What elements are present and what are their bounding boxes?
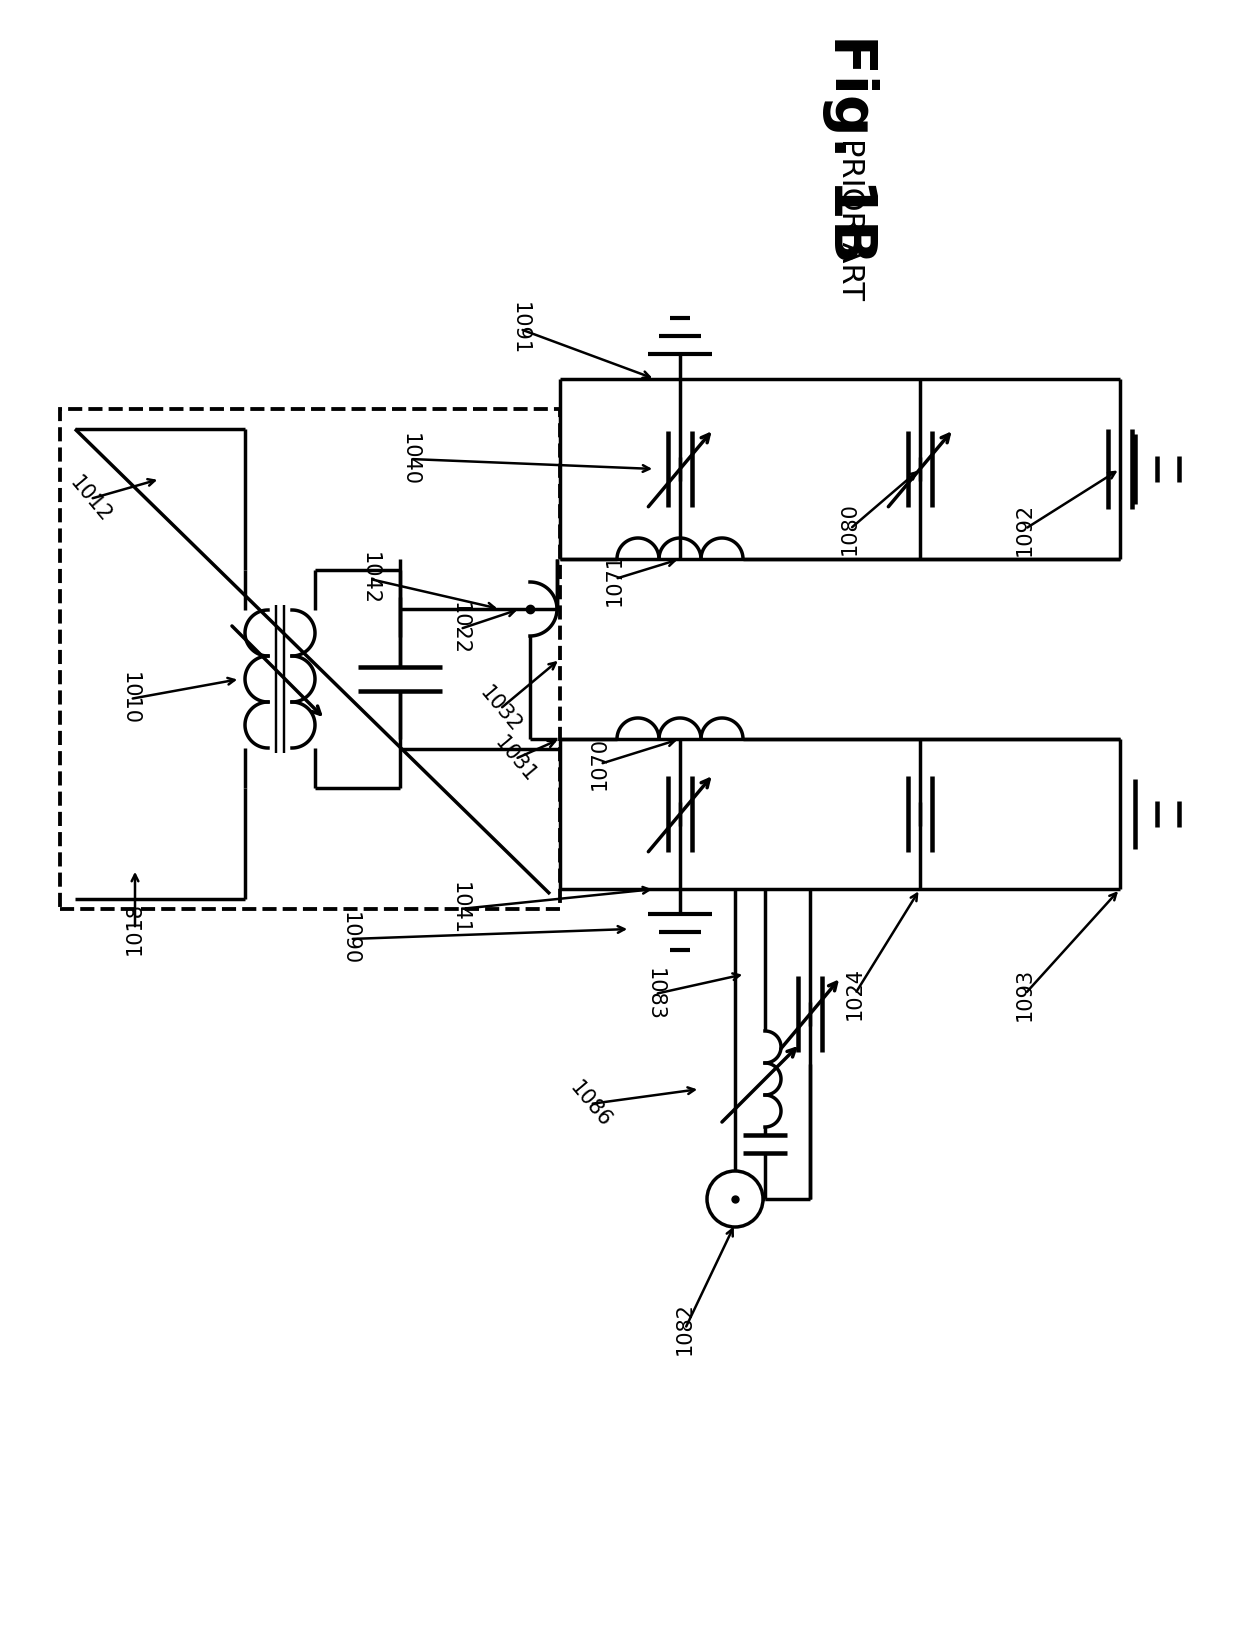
Text: 1093: 1093 (1016, 968, 1035, 1020)
Text: 1040: 1040 (401, 433, 420, 485)
Text: 1071: 1071 (605, 552, 625, 606)
Text: 1092: 1092 (1016, 502, 1035, 555)
Text: 1010: 1010 (120, 673, 140, 725)
Text: 1042: 1042 (360, 552, 379, 606)
Text: 1086: 1086 (565, 1077, 615, 1131)
Bar (60, 409, 560, 909)
Text: 1031: 1031 (490, 733, 539, 785)
Text: 1032: 1032 (475, 683, 525, 736)
Text: 1024: 1024 (844, 968, 866, 1020)
Text: 1090: 1090 (340, 912, 360, 966)
Text: PRIOR ART: PRIOR ART (836, 138, 864, 300)
Text: Fig. 1B: Fig. 1B (821, 34, 878, 264)
Text: 1080: 1080 (839, 503, 861, 555)
Text: 1018: 1018 (125, 902, 145, 956)
Text: 1083: 1083 (645, 968, 665, 1020)
Text: 1070: 1070 (590, 738, 610, 790)
Text: 1091: 1091 (510, 303, 529, 355)
Text: 1082: 1082 (675, 1303, 694, 1355)
Text: 1012: 1012 (66, 472, 114, 526)
Text: 1041: 1041 (450, 883, 470, 935)
Text: 1022: 1022 (450, 603, 470, 655)
